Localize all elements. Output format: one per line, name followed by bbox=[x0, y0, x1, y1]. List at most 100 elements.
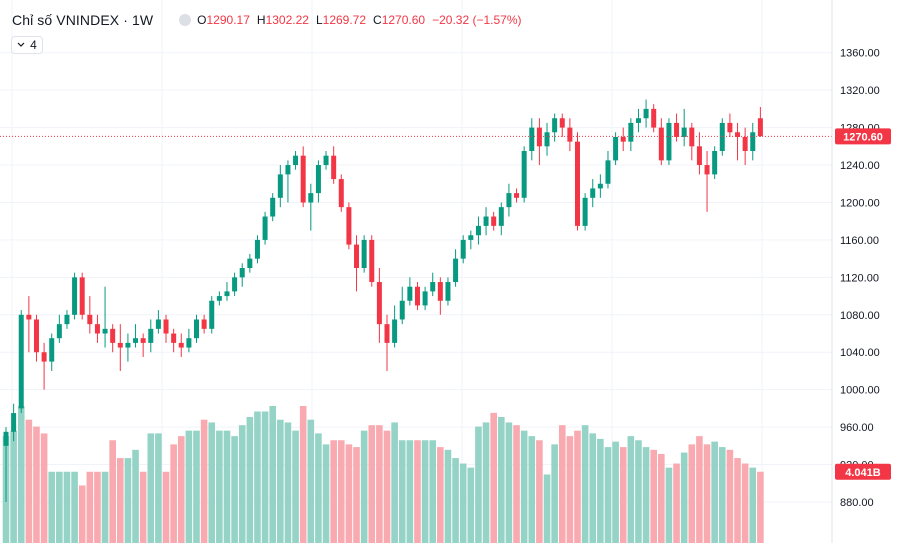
chart-legend: Chỉ số VNINDEX · 1W O1290.17 H1302.22 L1… bbox=[12, 10, 522, 30]
volume-bar bbox=[459, 463, 467, 543]
candle-body bbox=[414, 286, 420, 306]
market-status-icon bbox=[179, 14, 192, 26]
open-value: 1290.17 bbox=[206, 13, 250, 27]
candle-body bbox=[552, 118, 558, 133]
svg-text:1270.60: 1270.60 bbox=[843, 131, 883, 143]
candle-body bbox=[689, 127, 695, 147]
volume-bar bbox=[10, 430, 17, 543]
volume-bar bbox=[162, 471, 170, 543]
candle-body bbox=[354, 244, 360, 268]
candle-body bbox=[3, 431, 9, 446]
y-tick-label: 1040.00 bbox=[840, 347, 880, 359]
volume-bar bbox=[711, 441, 718, 543]
candle-body bbox=[727, 122, 733, 133]
candle-body bbox=[742, 136, 748, 151]
candle-body bbox=[430, 282, 436, 292]
volume-bar bbox=[703, 444, 711, 543]
volume-bar bbox=[680, 452, 688, 543]
symbol-title[interactable]: Chỉ số VNINDEX · 1W bbox=[12, 12, 154, 28]
volume-bar bbox=[117, 458, 124, 543]
volume-bar bbox=[558, 425, 566, 543]
candle-body bbox=[582, 197, 588, 226]
low-value: 1269.72 bbox=[322, 13, 367, 27]
volume-bar bbox=[658, 453, 665, 543]
candle-body bbox=[64, 314, 70, 325]
candle-body bbox=[399, 300, 405, 320]
candle-body bbox=[643, 108, 649, 119]
volume-bar bbox=[246, 416, 254, 543]
candle-body bbox=[369, 239, 375, 283]
candle-body bbox=[567, 127, 573, 142]
volume-bar bbox=[63, 471, 71, 543]
volume-bar bbox=[688, 444, 696, 543]
open-label: O bbox=[197, 13, 207, 27]
candle-body bbox=[384, 324, 390, 343]
candle-body bbox=[94, 324, 100, 334]
candle-body bbox=[460, 239, 466, 259]
volume-tag: 4.041B bbox=[835, 463, 891, 480]
candle-body bbox=[491, 216, 497, 226]
candle-body bbox=[26, 314, 32, 320]
candle-body bbox=[140, 338, 146, 343]
volume-bar bbox=[185, 430, 193, 543]
candle-body bbox=[110, 328, 116, 343]
candle-body bbox=[239, 268, 245, 278]
candle-body bbox=[79, 277, 85, 315]
y-tick-label: 1240.00 bbox=[840, 160, 880, 172]
volume-bar bbox=[467, 467, 475, 543]
volume-bar bbox=[718, 447, 726, 543]
volume-bar bbox=[124, 458, 132, 543]
price-axis[interactable]: 880.00920.00960.001000.001040.001080.001… bbox=[840, 48, 880, 509]
volume-series bbox=[2, 406, 764, 543]
candle-body bbox=[56, 324, 62, 339]
volume-bar bbox=[261, 411, 269, 543]
volume-bar bbox=[277, 419, 284, 543]
volume-bar bbox=[513, 425, 520, 543]
volume-bar bbox=[216, 430, 223, 543]
volume-bar bbox=[155, 433, 162, 543]
candle-body bbox=[536, 127, 542, 147]
volume-bar bbox=[94, 471, 101, 543]
volume-bar bbox=[25, 419, 33, 543]
volume-bar bbox=[337, 440, 345, 543]
volume-bar bbox=[444, 449, 452, 543]
candle-body bbox=[11, 413, 17, 432]
candle-body bbox=[323, 155, 329, 166]
candle-body bbox=[148, 328, 154, 343]
volume-bar bbox=[208, 422, 216, 543]
volume-bar bbox=[345, 444, 353, 543]
volume-bar bbox=[322, 444, 330, 543]
candle-body bbox=[72, 277, 78, 315]
volume-bar bbox=[505, 422, 513, 543]
candle-body bbox=[18, 314, 24, 409]
volume-bar bbox=[109, 440, 116, 543]
candle-body bbox=[635, 118, 641, 123]
candle-body bbox=[674, 122, 680, 137]
volume-bar bbox=[368, 425, 376, 543]
candle-body bbox=[270, 197, 276, 217]
y-tick-label: 880.00 bbox=[840, 497, 874, 509]
volume-bar bbox=[604, 447, 612, 543]
candle-body bbox=[300, 155, 306, 203]
indicators-toggle-button[interactable]: 4 bbox=[11, 36, 43, 54]
volume-bar bbox=[231, 436, 238, 543]
volume-bar bbox=[665, 467, 673, 543]
candle-body bbox=[696, 146, 702, 166]
candle-body bbox=[605, 160, 611, 184]
volume-bar bbox=[589, 433, 597, 543]
volume-bar bbox=[734, 458, 741, 543]
volume-bar bbox=[299, 406, 307, 543]
candle-body bbox=[529, 127, 535, 151]
candle-body bbox=[483, 216, 489, 226]
candle-body bbox=[681, 127, 687, 137]
candle-body bbox=[201, 319, 207, 329]
volume-bar bbox=[574, 430, 581, 543]
candle-body bbox=[651, 108, 657, 128]
volume-bar bbox=[391, 422, 398, 543]
candle-body bbox=[254, 239, 260, 259]
y-tick-label: 1120.00 bbox=[840, 272, 879, 284]
volume-bar bbox=[429, 440, 437, 543]
change-value: −20.32 (−1.57%) bbox=[432, 13, 522, 27]
volume-bar bbox=[330, 440, 337, 543]
